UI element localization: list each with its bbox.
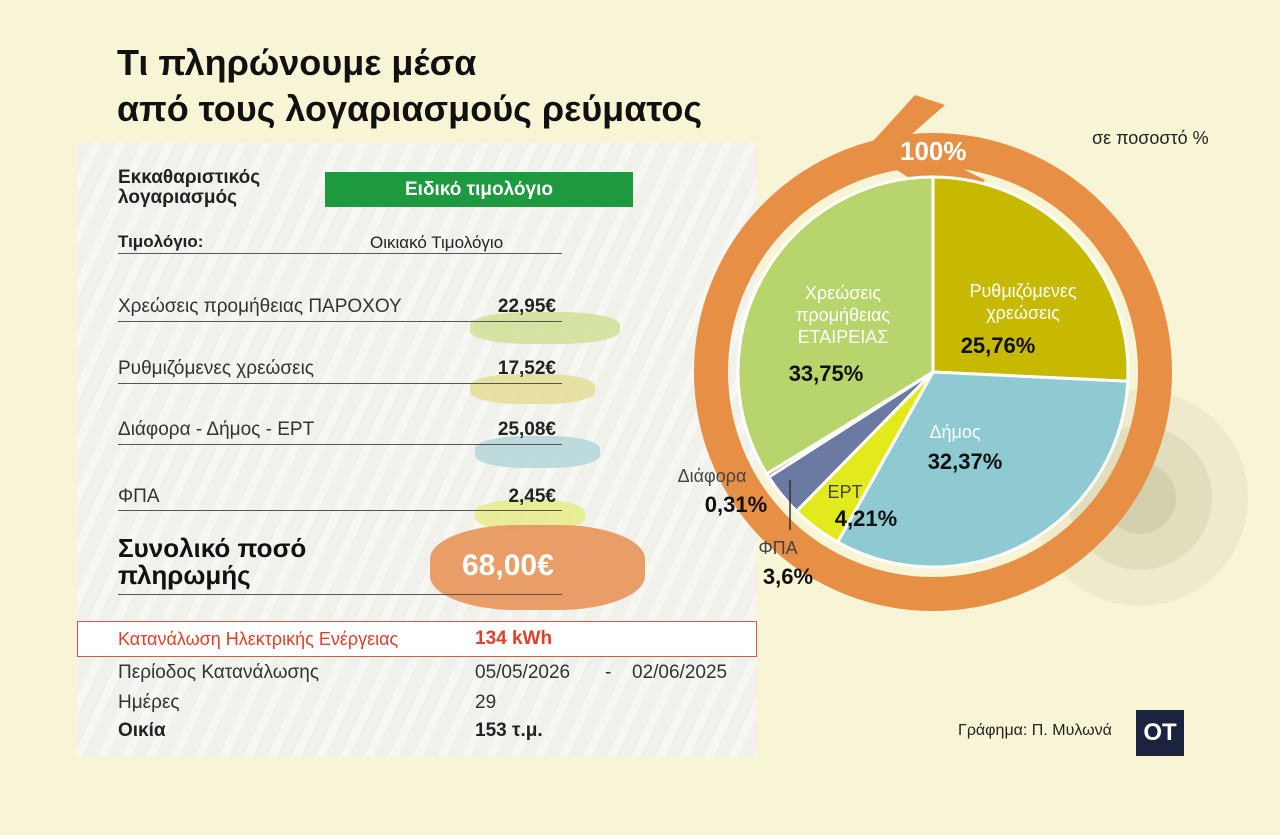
consumption-box [77, 621, 757, 657]
bill-heading: Εκκαθαριστικός λογαριασμός [118, 167, 261, 208]
days: 29 [475, 692, 497, 713]
item-amount: 17,52€ [497, 358, 556, 379]
title-line: Τι πληρώνουμε μέσα [117, 42, 477, 83]
badge: Ειδικό τιμολόγιο [325, 172, 633, 207]
value-label: 25,76% [960, 333, 1036, 358]
brush [430, 525, 645, 610]
logo: OT [1136, 710, 1184, 756]
home-label: Οικία [118, 720, 166, 741]
rule [118, 594, 562, 595]
rule [118, 444, 562, 445]
total: 68,00€ [462, 549, 554, 582]
item-label: ΦΠΑ [118, 486, 160, 507]
ring [694, 133, 1172, 611]
slice [835, 370, 1130, 569]
brush [470, 374, 595, 404]
item-label: Διάφορα - Δήμος - ΕΡΤ [118, 419, 315, 440]
slice-name: Χρεώσεις προμήθειας ΕΤΑΙΡΕΙΑΣ [795, 283, 891, 347]
consumption-label: Κατανάλωση Ηλεκτρικής Ενέργειας [118, 629, 399, 649]
consumption: 134 kWh [475, 628, 553, 649]
brush [475, 436, 600, 468]
slice-name: Δήμος [929, 422, 981, 442]
period-end: 02/06/2025 [632, 662, 728, 683]
slice [931, 175, 1130, 383]
credit: Γράφημα: Π. Μυλωνά [958, 722, 1112, 739]
period-sep: - [605, 662, 612, 683]
period-label: Περίοδος Κατανάλωσης [118, 662, 319, 683]
slice-name: Ρυθμιζόμενες χρεώσεις [969, 281, 1077, 323]
value-label: 0,31% [704, 492, 768, 517]
item-amount: 25,08€ [497, 419, 556, 440]
tariff-label: Τιμολόγιο: [118, 232, 204, 251]
rule [118, 510, 562, 511]
rule [118, 253, 562, 254]
item-label: Ρυθμιζόμενες χρεώσεις [118, 358, 314, 379]
slice-name: ΦΠΑ [758, 538, 798, 558]
slice-name: ΕΡΤ [827, 482, 863, 502]
item-label: Χρεώσεις προμήθειας ΠΑΡΟΧΟΥ [118, 296, 402, 317]
value-label: 33,75% [788, 361, 864, 386]
value-label: 32,37% [927, 449, 1003, 474]
rule [118, 321, 562, 322]
slice-name: Διάφορα [677, 466, 747, 486]
rule [118, 383, 562, 384]
item-amount: 2,45€ [508, 486, 556, 507]
value-label: 3,6% [762, 564, 814, 589]
total-label: Συνολικό ποσό πληρωμής [118, 533, 307, 590]
unit-note: σε ποσοστό % [1092, 128, 1209, 148]
period-start: 05/05/2026 [475, 662, 571, 683]
value-label: 4,21% [834, 506, 898, 531]
days-label: Ημέρες [118, 692, 180, 713]
title-line: από τους λογαριασμούς ρεύματος [117, 88, 703, 129]
item-amount: 22,95€ [497, 296, 556, 317]
brush [470, 312, 620, 344]
slice [736, 175, 935, 476]
ring-label: 100% [900, 136, 967, 166]
tariff: Οικιακό Τιμολόγιο [370, 233, 504, 252]
home: 153 τ.μ. [475, 720, 543, 741]
